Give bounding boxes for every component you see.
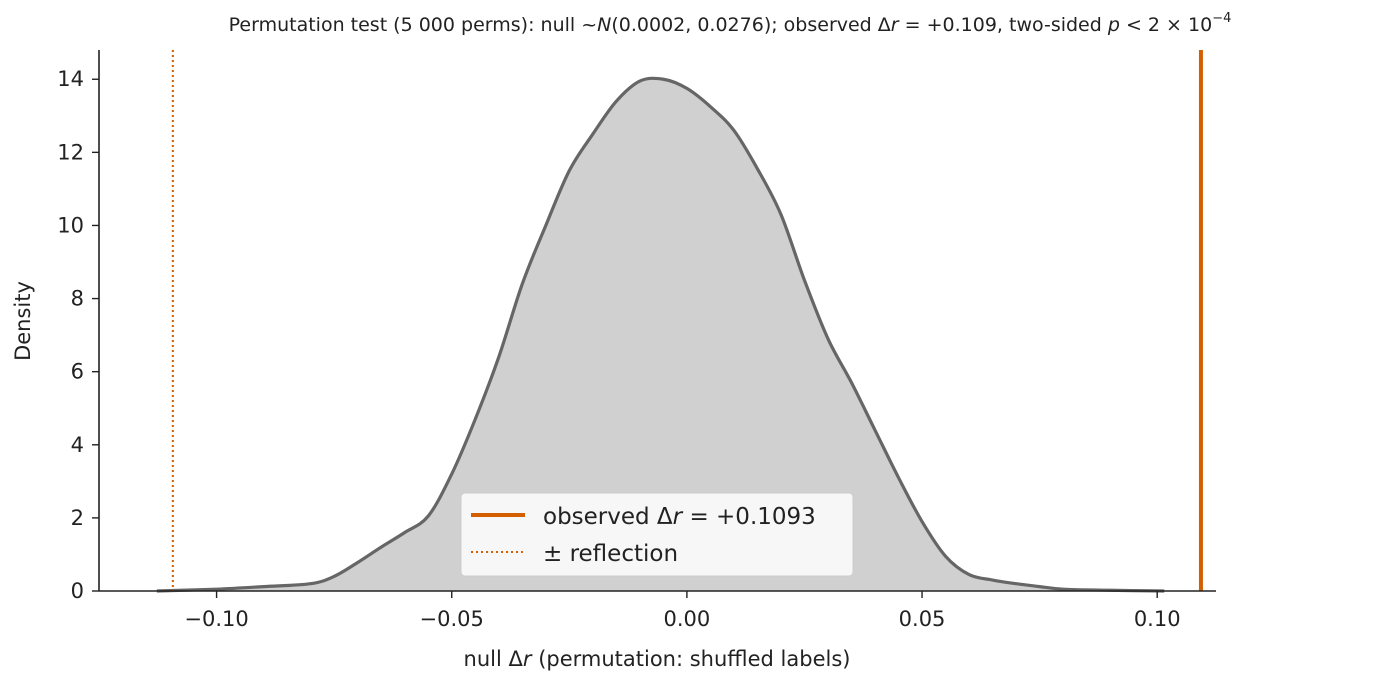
y-tick-label: 0 — [71, 579, 84, 603]
kde-area-layer — [156, 76, 1165, 593]
x-tick-label: 0.10 — [1134, 607, 1181, 631]
legend: observed Δr = +0.1093 ± reflection — [460, 492, 854, 577]
axis-ticks: −0.10 −0.05 0.00 0.05 0.10 0 2 4 6 8 10 12 14 — [57, 67, 1180, 631]
y-tick-label: 6 — [71, 360, 84, 384]
x-tick-label: −0.10 — [184, 607, 248, 631]
y-tick-label: 4 — [71, 433, 84, 457]
chart-title: Permutation test (5 000 perms): null ~N(… — [229, 11, 1232, 36]
y-tick-label: 14 — [57, 67, 84, 91]
x-tick-label: 0.05 — [899, 607, 946, 631]
reference-lines — [171, 50, 1203, 591]
legend-box — [460, 492, 854, 577]
x-tick-label: −0.05 — [420, 607, 484, 631]
axes — [98, 50, 1216, 592]
y-tick-label: 8 — [71, 287, 84, 311]
kde-line — [156, 76, 1165, 593]
x-tick-label: 0.00 — [664, 607, 711, 631]
y-axis-title: Density — [11, 281, 35, 361]
kde-fill — [156, 78, 1165, 591]
y-tick-label: 12 — [57, 140, 84, 164]
y-tick-label: 2 — [71, 506, 84, 530]
x-axis-title: null Δr (permutation: shuffled labels) — [464, 647, 851, 671]
y-tick-label: 10 — [57, 213, 84, 237]
legend-label-reflection: ± reflection — [543, 541, 678, 567]
legend-label-observed: observed Δr = +0.1093 — [543, 504, 816, 530]
